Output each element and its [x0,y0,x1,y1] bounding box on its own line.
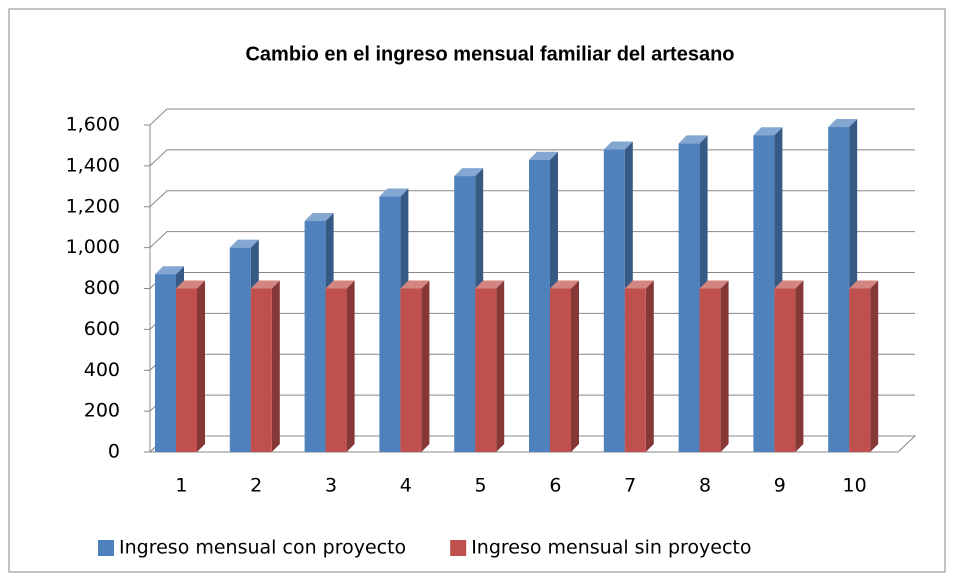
bar-front [603,149,625,452]
y-tick-label: 600 [84,318,120,340]
bar-side [421,280,430,452]
x-tick-label: 5 [475,475,487,497]
grid-line [149,190,915,208]
x-tick-label: 7 [624,475,636,497]
bar-top [828,119,858,128]
bar [699,280,729,452]
x-tick-label: 10 [843,475,867,497]
legend-swatch [450,540,467,556]
bar [250,280,280,452]
x-tick-label: 4 [400,475,412,497]
bar-front [250,288,272,452]
x-tick-label: 2 [250,475,262,497]
bar-top [250,280,280,289]
bar-top [155,266,184,275]
chart-title: Cambio en el ingreso mensual familiar de… [245,43,734,65]
x-tick-label: 9 [774,475,786,497]
bar-front [774,288,796,452]
bar-front [529,159,550,452]
bar-top [304,213,334,222]
bar-side [496,280,505,452]
bar-side [870,280,879,452]
y-tick-label: 1,400 [66,154,120,176]
bar-front [828,127,850,452]
bar-top [774,280,804,289]
bar-side [795,280,804,452]
bar [624,280,654,452]
y-tick-label: 1,000 [66,236,120,258]
bar-top [550,280,579,289]
bar-front [229,247,251,452]
bar-front [325,288,347,452]
bar-side [197,280,205,452]
bar-top [529,151,558,160]
bar-front [155,274,176,452]
bar [176,280,205,452]
bar [475,280,505,452]
bar-top [454,168,484,177]
y-tick-label: 1,600 [66,114,120,136]
bar-front [678,143,700,453]
bar-side [720,280,729,452]
bar-front [454,176,476,452]
bar-top [678,135,708,144]
bar-top [603,141,633,150]
bar-front [849,288,871,452]
legend-label: Ingreso mensual sin proyecto [471,537,751,559]
y-tick-label: 800 [84,277,120,299]
bar-front [624,288,646,452]
x-tick-label: 6 [549,475,561,497]
bar-top [325,280,355,289]
y-tick-label: 0 [108,441,120,463]
y-tick-label: 400 [84,359,120,381]
legend-swatch [98,540,114,556]
grid-line [149,149,915,167]
bar-side [571,280,579,452]
bar-side [645,280,654,452]
grid-line [149,231,915,248]
bar-top [753,127,783,136]
bar-top [475,280,505,289]
bar-front [176,288,197,452]
bar-front [475,288,497,452]
bar-top [379,188,409,197]
y-tick-label: 1,200 [66,195,120,217]
bar [325,280,355,452]
bar-top [624,280,654,289]
bar-top [699,280,729,289]
legend-label: Ingreso mensual con proyecto [119,537,406,559]
bar [550,280,579,452]
x-tick-label: 3 [325,475,337,497]
bar [400,280,430,452]
bar-front [304,221,326,452]
bar-top [176,280,205,289]
bar-front [699,288,721,452]
x-tick-label: 8 [699,475,711,497]
bar-top [849,280,879,289]
bar-front [753,135,775,452]
bar-top [229,239,259,248]
bar-front [379,196,401,452]
bar [849,280,879,452]
bar-front [400,288,422,452]
y-tick-label: 200 [84,400,120,422]
bar-side [271,280,280,452]
bar-side [346,280,355,452]
bar [774,280,804,452]
x-tick-label: 1 [175,475,187,497]
bar-front [550,288,571,452]
grid-line [149,108,915,126]
bar-top [400,280,430,289]
